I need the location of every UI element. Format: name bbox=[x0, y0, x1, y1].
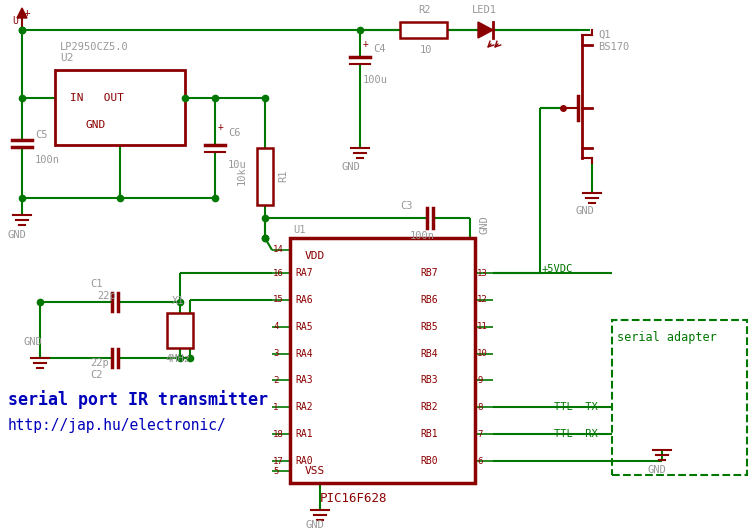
Bar bbox=[55, 70, 185, 145]
Text: GND: GND bbox=[305, 520, 324, 529]
Text: 14: 14 bbox=[273, 245, 284, 254]
Bar bbox=[167, 313, 193, 348]
Text: +: + bbox=[24, 8, 31, 18]
Text: 13: 13 bbox=[477, 269, 488, 278]
Bar bbox=[290, 238, 475, 483]
Text: GND: GND bbox=[647, 465, 666, 475]
Bar bbox=[257, 148, 273, 205]
Text: RA7: RA7 bbox=[295, 268, 313, 278]
Text: PIC16F628: PIC16F628 bbox=[320, 491, 388, 505]
Text: BS170: BS170 bbox=[598, 42, 629, 52]
Text: 2: 2 bbox=[273, 376, 278, 385]
Text: X1: X1 bbox=[172, 296, 184, 306]
Text: +: + bbox=[218, 122, 224, 132]
Text: VSS: VSS bbox=[305, 466, 325, 476]
Text: RB3: RB3 bbox=[420, 376, 438, 386]
Text: R2: R2 bbox=[418, 5, 430, 15]
Text: RA1: RA1 bbox=[295, 429, 313, 439]
Text: GND: GND bbox=[576, 206, 595, 216]
Polygon shape bbox=[478, 22, 493, 38]
Text: 15: 15 bbox=[273, 295, 284, 304]
Text: 100n: 100n bbox=[410, 231, 435, 241]
Text: RA2: RA2 bbox=[295, 402, 313, 412]
Text: 10u: 10u bbox=[228, 160, 246, 170]
Text: 18: 18 bbox=[273, 430, 284, 439]
Text: U: U bbox=[12, 16, 18, 26]
Text: serial port IR transmitter: serial port IR transmitter bbox=[8, 390, 268, 409]
Text: 7: 7 bbox=[477, 430, 482, 439]
Text: 8: 8 bbox=[477, 403, 482, 412]
Text: 100u: 100u bbox=[363, 75, 388, 85]
Text: RB7: RB7 bbox=[420, 268, 438, 278]
Text: +: + bbox=[363, 39, 369, 49]
Text: U2: U2 bbox=[60, 53, 73, 63]
Text: GND: GND bbox=[342, 162, 361, 172]
Text: 5: 5 bbox=[273, 467, 278, 476]
Text: 16: 16 bbox=[273, 269, 284, 278]
Text: C1: C1 bbox=[90, 279, 103, 289]
Polygon shape bbox=[17, 8, 27, 18]
Text: 6: 6 bbox=[477, 457, 482, 466]
Text: 11: 11 bbox=[477, 322, 488, 331]
Text: 1: 1 bbox=[273, 403, 278, 412]
Text: RA3: RA3 bbox=[295, 376, 313, 386]
Text: C3: C3 bbox=[400, 201, 413, 211]
Text: 22p: 22p bbox=[90, 358, 109, 368]
Text: IN   OUT: IN OUT bbox=[70, 93, 124, 103]
Text: RB4: RB4 bbox=[420, 349, 438, 359]
Text: 10: 10 bbox=[477, 349, 488, 358]
Text: RA0: RA0 bbox=[295, 456, 313, 466]
Text: C5: C5 bbox=[35, 130, 48, 140]
Text: 4MHz: 4MHz bbox=[165, 354, 190, 364]
Text: RA6: RA6 bbox=[295, 295, 313, 305]
Text: RB1: RB1 bbox=[420, 429, 438, 439]
Text: Q1: Q1 bbox=[598, 30, 611, 40]
Text: RA4: RA4 bbox=[295, 349, 313, 359]
Text: LP2950CZ5.0: LP2950CZ5.0 bbox=[60, 42, 129, 52]
Text: GND: GND bbox=[7, 230, 26, 240]
Text: 4: 4 bbox=[273, 322, 278, 331]
Text: GND: GND bbox=[480, 216, 490, 234]
Text: 10k: 10k bbox=[237, 167, 247, 185]
Text: 12: 12 bbox=[477, 295, 488, 304]
Text: serial adapter: serial adapter bbox=[617, 332, 717, 344]
Text: C4: C4 bbox=[373, 44, 386, 54]
Text: 17: 17 bbox=[273, 457, 284, 466]
Text: 100n: 100n bbox=[35, 155, 60, 165]
Bar bbox=[612, 320, 747, 475]
Text: RB0: RB0 bbox=[420, 456, 438, 466]
Text: GND: GND bbox=[85, 120, 105, 130]
Text: RA5: RA5 bbox=[295, 322, 313, 332]
Text: http://jap.hu/electronic/: http://jap.hu/electronic/ bbox=[8, 418, 227, 433]
Text: TTL  RX: TTL RX bbox=[554, 429, 598, 439]
Text: TTL  TX: TTL TX bbox=[554, 402, 598, 412]
Text: 9: 9 bbox=[477, 376, 482, 385]
Text: VDD: VDD bbox=[305, 251, 325, 261]
Bar bbox=[400, 22, 447, 38]
Text: RB2: RB2 bbox=[420, 402, 438, 412]
Text: C6: C6 bbox=[228, 128, 240, 138]
Text: U1: U1 bbox=[293, 225, 305, 235]
Text: 10: 10 bbox=[420, 45, 432, 55]
Text: LED1: LED1 bbox=[472, 5, 497, 15]
Text: R1: R1 bbox=[278, 170, 288, 183]
Text: +5VDC: +5VDC bbox=[542, 264, 573, 274]
Text: C2: C2 bbox=[90, 370, 103, 380]
Text: GND: GND bbox=[24, 337, 43, 347]
Text: RB6: RB6 bbox=[420, 295, 438, 305]
Text: 22p: 22p bbox=[97, 291, 116, 301]
Text: RB5: RB5 bbox=[420, 322, 438, 332]
Text: 3: 3 bbox=[273, 349, 278, 358]
